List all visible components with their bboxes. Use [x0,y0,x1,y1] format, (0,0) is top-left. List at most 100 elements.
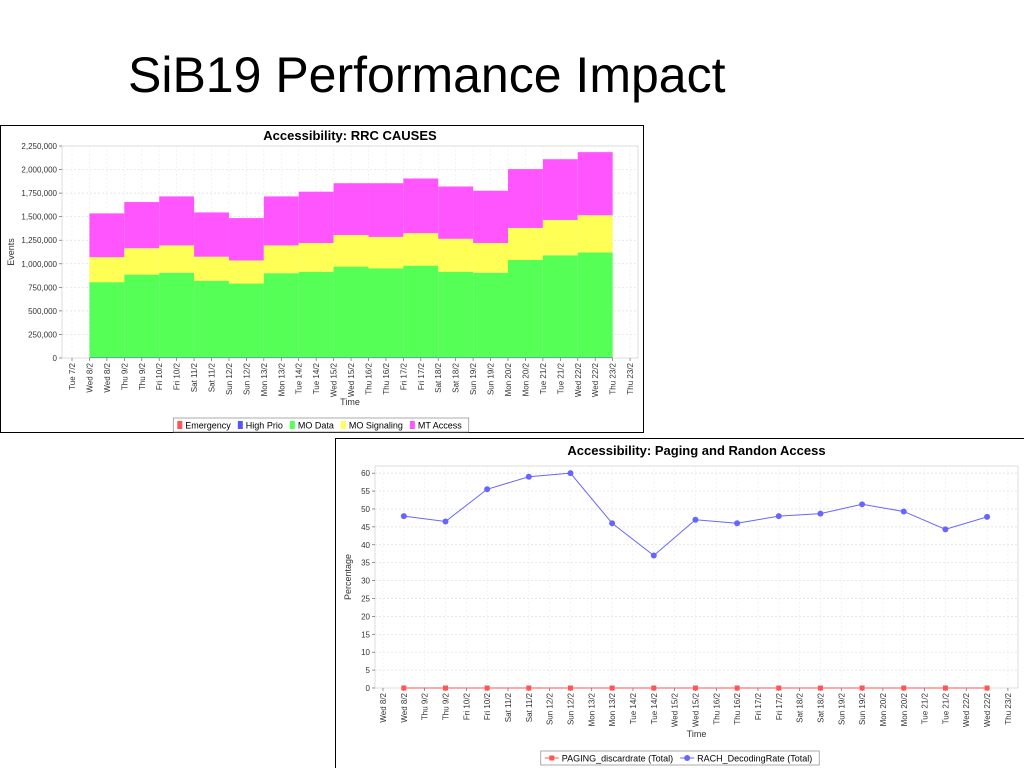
legend-swatch [684,755,691,761]
legend-swatch [549,755,555,761]
x-tick-label: Sun 19/2 [469,362,478,395]
x-tick-label: Wed 22/2 [983,692,992,727]
x-tick-label: Thu 16/2 [382,362,391,394]
point-marker [484,685,490,691]
bar-segment [298,271,334,358]
y-tick-label: 60 [361,469,370,478]
x-tick-label: Sun 12/2 [566,692,575,725]
x-tick-label: Mon 20/2 [504,362,513,396]
y-tick-label: 35 [361,559,370,568]
y-tick-label: 1,250,000 [21,236,57,245]
x-tick-label: Sat 11/2 [190,362,199,392]
x-tick-label: Mon 13/2 [277,362,286,396]
bar-segment [263,196,299,246]
bar-segment [473,272,508,358]
x-tick-label: Thu 23/2 [626,362,635,394]
x-tick-label: Wed 22/2 [962,692,971,727]
x-tick-label: Mon 20/2 [900,692,909,726]
legend-label: PAGING_discardrate (Total) [562,754,673,764]
x-tick-label: Fri 10/2 [173,362,182,390]
chart: Accessibility: RRC CAUSES 0 250,000 500,000… [0,125,644,433]
point-marker [942,526,949,533]
x-tick-label: Fri 10/2 [155,362,164,390]
bar-segment [228,218,264,261]
bar-segment [368,183,404,237]
legend: PAGING_discardrate (Total) RACH_DecodingR… [540,750,820,766]
x-tick-label: Thu 9/2 [120,362,129,390]
chart: Accessibility: Paging and Randon Access 0… [335,438,1024,768]
bar-segment [298,191,334,244]
bar-segment [228,260,264,284]
x-tick-label: Tue 21/2 [539,362,548,394]
bar-segment [403,265,439,358]
chart-title: Accessibility: RRC CAUSES [263,128,437,143]
point-marker [526,685,532,691]
legend-swatch [409,421,415,429]
bar-segment [368,236,404,269]
legend-swatch [289,421,295,429]
x-tick-label: Thu 23/2 [609,362,618,394]
x-tick-label: Wed 15/2 [671,692,680,727]
x-tick-label: Thu 16/2 [364,362,373,394]
x-tick-label: Fri 17/2 [775,692,784,720]
bar-segment [542,159,578,220]
point-marker [692,516,699,523]
bar-segment [403,233,439,266]
bar-segment [473,190,508,244]
point-marker [734,520,741,527]
point-marker [859,685,865,691]
y-tick-label: 500,000 [28,307,57,316]
bar-segment [438,186,474,239]
x-tick-label: Mon 20/2 [879,692,888,726]
x-tick-label: Tue 14/2 [312,362,321,394]
x-tick-label: Mon 13/2 [260,362,269,396]
point-marker [817,685,823,691]
x-tick-label: Sat 11/2 [525,692,534,722]
x-tick-label: Sun 19/2 [487,362,496,395]
legend-label: High Prio [246,421,283,431]
slide-title: SiB19 Performance Impact [128,47,726,103]
y-tick-label: 40 [361,541,370,550]
x-tick-label: Tue 21/2 [556,362,565,394]
x-tick-label: Mon 13/2 [587,692,596,726]
bar-segment [298,243,334,272]
x-tick-label: Wed 15/2 [691,692,700,727]
legend-label: MO Signaling [349,421,403,431]
x-tick-label: Sun 12/2 [242,362,251,395]
bar-segment [368,268,404,358]
bar-segment [473,243,508,273]
x-tick-label: Sun 12/2 [225,362,234,395]
x-tick-label: Thu 16/2 [712,692,721,724]
legend-box [540,750,820,766]
y-tick-label: 750,000 [28,283,57,292]
bar-segment [577,152,613,216]
legend-label: MO Data [298,421,334,431]
bar-segment [159,245,195,273]
y-tick-label: 20 [361,612,370,621]
x-tick-label: Tue 14/2 [629,692,638,724]
legend-label: RACH_DecodingRate (Total) [697,754,812,764]
legend-box [172,417,470,433]
bar-segment [542,219,578,256]
legend-swatch [340,421,346,429]
plot-area [374,465,1019,689]
point-marker [609,685,615,691]
x-tick-label: Thu 23/2 [1004,692,1013,724]
bar-segment [438,271,474,358]
point-marker [775,513,782,520]
legend-label: MT Access [418,421,462,431]
bar-segment [333,266,369,358]
point-marker [650,552,657,559]
x-tick-label: Fri 17/2 [399,362,408,390]
bar-segment [508,227,543,261]
y-axis-label: Events [6,238,16,266]
point-marker [817,510,824,517]
bar-segment [228,283,264,358]
bar-segment [124,274,160,358]
x-tick-label: Wed 8/2 [379,692,388,722]
y-tick-label: 1,500,000 [21,213,57,222]
x-tick-label: Sat 11/2 [208,362,217,392]
bar-segment [577,215,613,253]
legend-swatch [237,421,243,429]
